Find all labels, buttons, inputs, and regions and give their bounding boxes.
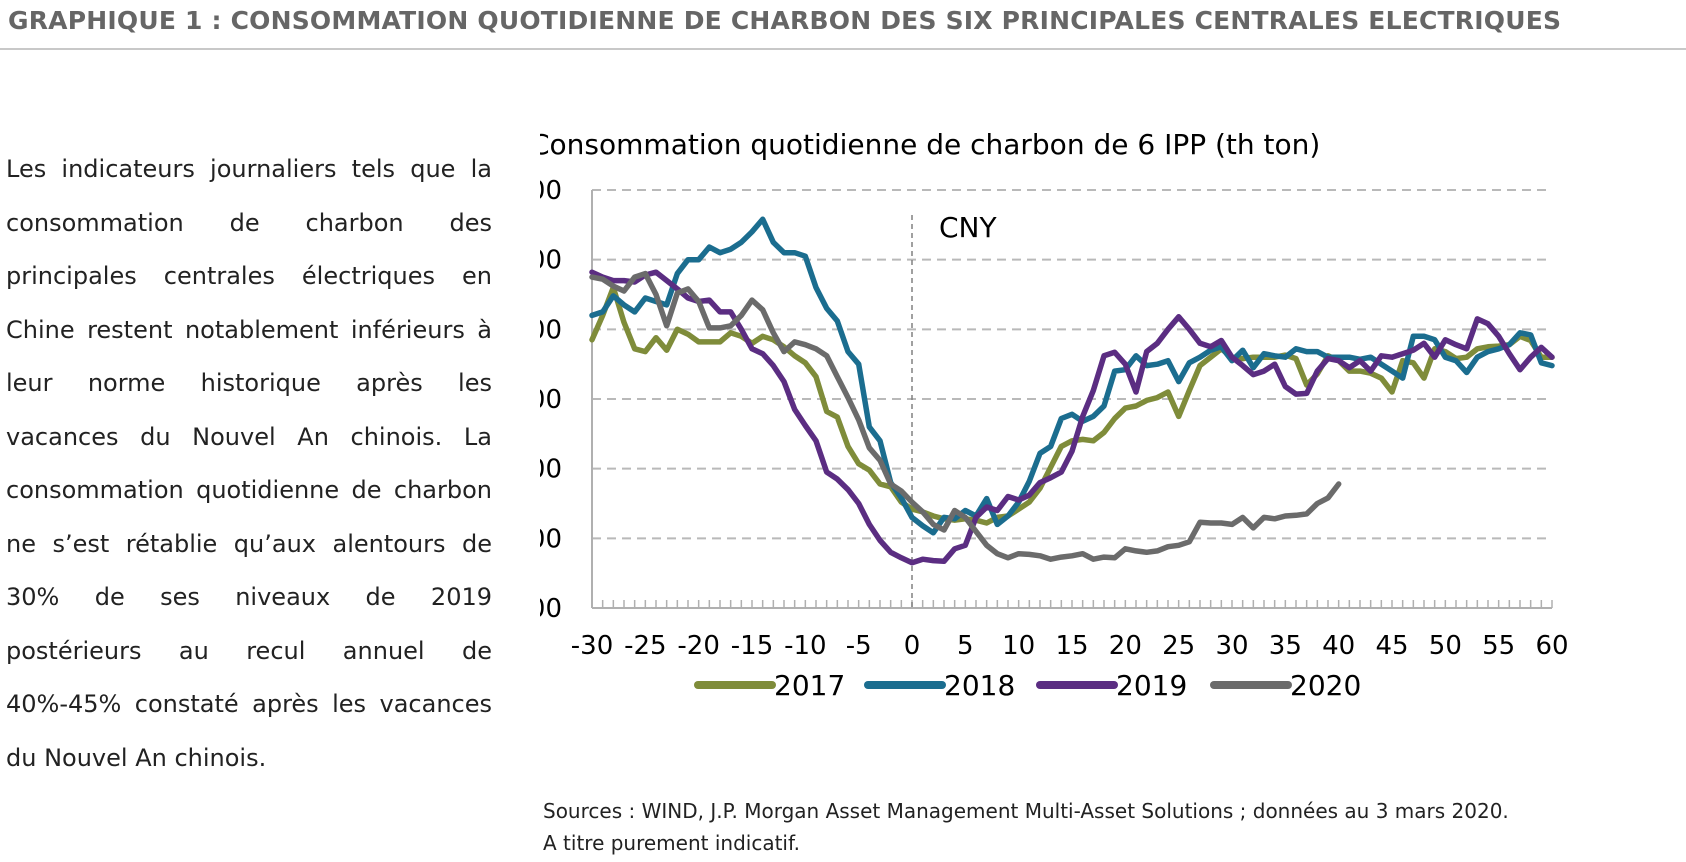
legend-label-2018: 2018 [944, 669, 1015, 700]
x-tick-label: 45 [1375, 631, 1408, 661]
x-tick-label: 40 [1322, 631, 1355, 661]
figure-title: GRAPHIQUE 1 : CONSOMMATION QUOTIDIENNE D… [8, 6, 1562, 35]
y-tick-label: 700 [540, 315, 562, 345]
title-divider [0, 48, 1686, 50]
chart-title: Consommation quotidienne de charbon de 6… [540, 128, 1320, 161]
chart-legend: 2017 2018 2019 2020 [694, 669, 1361, 700]
x-tick-label: 20 [1109, 631, 1142, 661]
y-tick-label: 500 [540, 455, 562, 485]
x-tick-label: 60 [1535, 631, 1568, 661]
cny-label: CNY [939, 211, 997, 244]
x-tick-label: -20 [677, 631, 719, 661]
sources-line: Sources : WIND, J.P. Morgan Asset Manage… [543, 799, 1509, 823]
chart-grid [592, 189, 1552, 540]
x-tick-label: 15 [1055, 631, 1088, 661]
body-paragraph: Les indicateurs journaliers tels que la … [6, 155, 492, 772]
y-tick-label: 800 [540, 246, 562, 276]
series-line-2019 [589, 269, 1555, 566]
x-tick-label: 35 [1269, 631, 1302, 661]
x-tick-label: -15 [731, 631, 773, 661]
x-tick-label: 5 [957, 631, 974, 661]
x-tick-label: 50 [1429, 631, 1462, 661]
chart-axes: 300 400 500 600 700 800 900 -30 -25 -20 -15 -10 -5 0 5… [540, 176, 1569, 661]
legend-label-2019: 2019 [1116, 669, 1187, 700]
x-tick-label: 55 [1482, 631, 1515, 661]
x-tick-label: -10 [784, 631, 826, 661]
x-tick-label: 25 [1162, 631, 1195, 661]
x-tick-label: -5 [846, 631, 872, 661]
disclaimer-line: A titre purement indicatif. [543, 831, 800, 855]
y-tick-label: 600 [540, 385, 562, 415]
x-tick-label: 0 [904, 631, 921, 661]
y-tick-label: 900 [540, 176, 562, 206]
legend-label-2017: 2017 [774, 669, 845, 700]
chart-series [589, 216, 1555, 566]
series-line-2018 [589, 216, 1555, 536]
x-tick-label: -25 [624, 631, 666, 661]
y-tick-label: 300 [540, 594, 562, 624]
x-tick-label: -30 [571, 631, 613, 661]
x-tick-label: 10 [1002, 631, 1035, 661]
coal-consumption-chart: Consommation quotidienne de charbon de 6… [540, 128, 1569, 700]
series-line-2020 [589, 270, 1342, 562]
sources-note: Sources : WIND, J.P. Morgan Asset Manage… [543, 795, 1509, 859]
y-tick-label: 400 [540, 524, 562, 554]
x-tick-label: 30 [1215, 631, 1248, 661]
legend-label-2020: 2020 [1290, 669, 1361, 700]
